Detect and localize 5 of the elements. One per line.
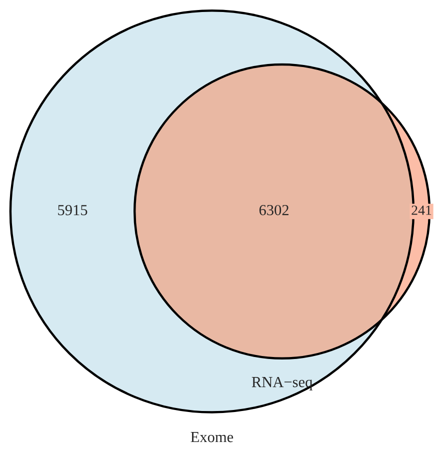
data-label: 241 — [412, 206, 432, 215]
data-label: 5915 — [58, 204, 88, 216]
text: Exome — [190, 432, 234, 442]
data-label: 6302 — [259, 204, 288, 216]
text: RNA−seq — [252, 376, 312, 390]
